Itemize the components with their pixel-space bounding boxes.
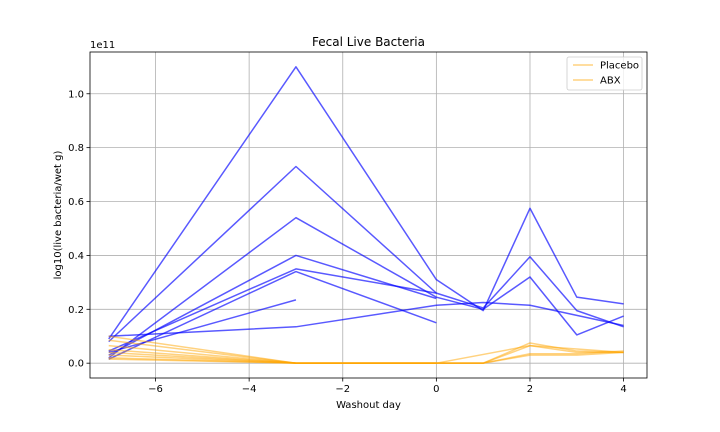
series-line-orange-16 (108, 358, 296, 364)
legend-label-placebo: Placebo (600, 61, 639, 72)
series-line-blue-2 (108, 165, 624, 343)
chart-title: Fecal Live Bacteria (312, 35, 425, 49)
series-line-blue-6 (108, 270, 437, 360)
series-lines (108, 66, 624, 364)
y-tick-label: 1.0 (68, 89, 84, 100)
x-axis-label: Washout day (336, 400, 401, 411)
series-line-blue-3 (108, 216, 624, 359)
y-axis-label: log10(live bacteria/wet g) (53, 151, 64, 280)
y-tick-label: 0.0 (68, 359, 84, 370)
x-tick-label: 4 (620, 384, 626, 395)
legend: Placebo ABX (566, 56, 643, 91)
x-tick-label: −6 (148, 384, 163, 395)
grid (90, 52, 647, 378)
plot-frame (89, 51, 648, 379)
axis-ticks: −6 −4 −2 0 2 4 0.0 0.2 0.4 0.6 0.8 1.0 (68, 89, 627, 395)
y-tick-label: 0.4 (68, 251, 84, 262)
x-tick-label: −2 (335, 384, 350, 395)
x-tick-label: −4 (242, 384, 257, 395)
x-tick-label: 0 (433, 384, 439, 395)
y-tick-label: 0.6 (68, 197, 84, 208)
series-line-blue-1 (108, 66, 624, 340)
y-tick-label: 0.2 (68, 305, 84, 316)
y-offset-label: 1e11 (90, 40, 115, 51)
x-tick-label: 2 (527, 384, 533, 395)
series-line-blue-4 (108, 254, 437, 356)
y-tick-label: 0.8 (68, 143, 84, 154)
series-line-blue-5 (108, 268, 437, 352)
legend-label-abx: ABX (600, 76, 621, 87)
series-line-blue-7 (108, 301, 624, 337)
